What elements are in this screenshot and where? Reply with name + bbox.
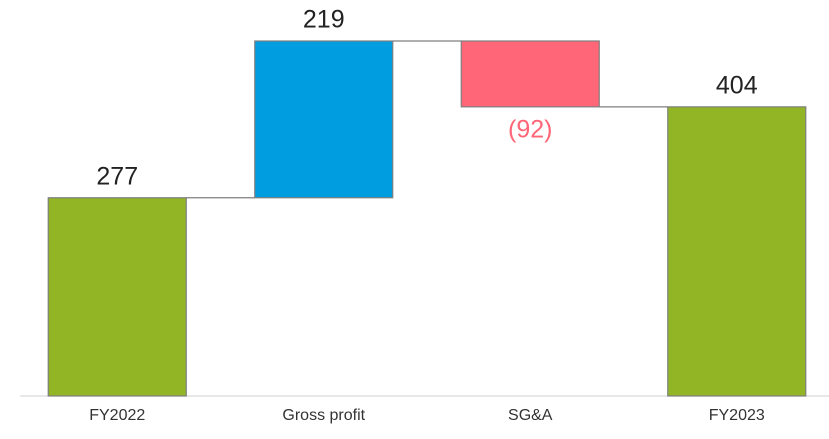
bar xyxy=(667,106,807,397)
bar xyxy=(254,40,394,199)
bar xyxy=(47,197,187,397)
x-tick-label: FY2023 xyxy=(709,407,765,424)
value-label: 219 xyxy=(303,6,345,34)
value-label: (92) xyxy=(508,115,552,143)
x-tick-label: Gross profit xyxy=(282,407,365,424)
bar xyxy=(460,40,600,108)
value-label: 404 xyxy=(716,71,758,99)
x-tick-label: SG&A xyxy=(508,407,553,424)
x-tick-label: FY2022 xyxy=(89,407,145,424)
value-label: 277 xyxy=(96,162,138,190)
